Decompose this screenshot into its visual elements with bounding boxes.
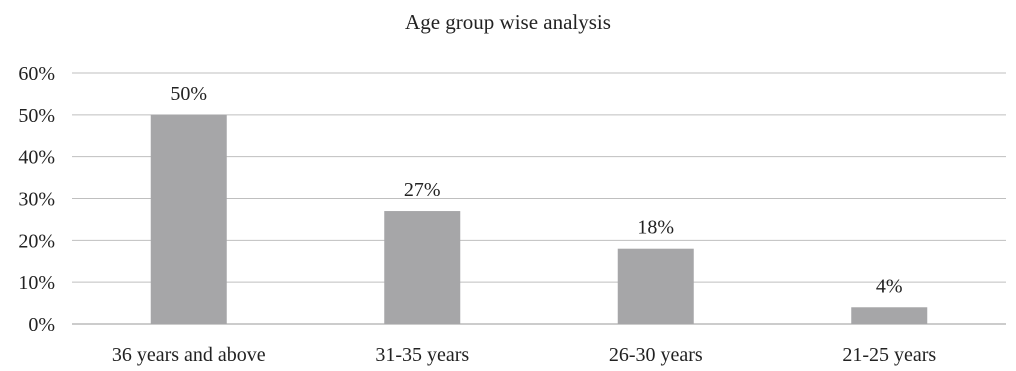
data-label: 50% — [170, 83, 207, 105]
bar — [617, 248, 694, 324]
y-tick-label: 40% — [18, 147, 55, 169]
category-label: 36 years and above — [112, 344, 266, 366]
data-label: 4% — [876, 275, 903, 297]
x-axis-category-labels: 36 years and above 31-35 years 26-30 years… — [112, 344, 937, 366]
y-tick-label: 0% — [28, 314, 55, 336]
category-label: 21-25 years — [842, 344, 936, 366]
bar — [150, 114, 227, 324]
data-label: 27% — [404, 179, 441, 201]
y-tick-label: 60% — [18, 63, 55, 85]
category-label: 26-30 years — [609, 344, 703, 366]
y-tick-label: 10% — [18, 272, 55, 294]
bar — [851, 307, 928, 324]
data-labels: 50% 27% 18% 4% — [170, 83, 902, 297]
chart-title: Age group wise analysis — [405, 10, 611, 34]
y-tick-label: 30% — [18, 189, 55, 211]
bar — [384, 211, 461, 324]
y-tick-label: 50% — [18, 105, 55, 127]
data-label: 18% — [637, 217, 674, 239]
y-tick-label: 20% — [18, 230, 55, 252]
y-axis-tick-labels: 0% 10% 20% 30% 40% 50% 60% — [18, 63, 55, 336]
bars — [150, 114, 928, 324]
gridlines — [72, 72, 1006, 325]
category-label: 31-35 years — [375, 344, 469, 366]
